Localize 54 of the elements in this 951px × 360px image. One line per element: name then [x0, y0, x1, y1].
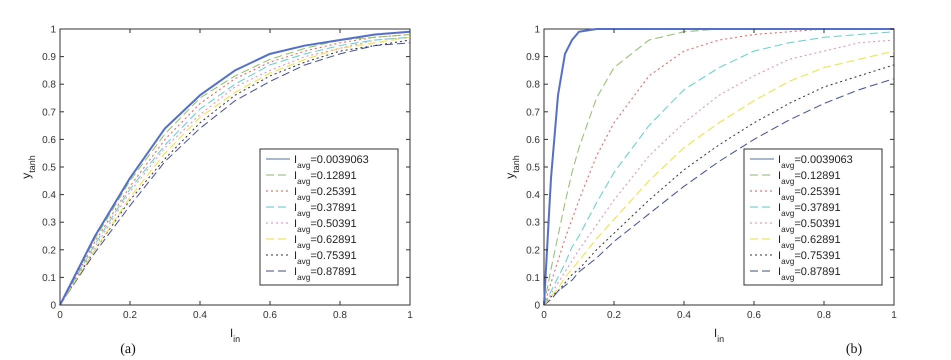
x-tick-label: 0.4: [677, 310, 692, 321]
x-tick-label: 0.2: [607, 310, 622, 321]
x-tick-label: 0.6: [263, 310, 278, 321]
x-tick-label: 0: [541, 310, 548, 321]
y-tick-label: 0: [534, 300, 540, 312]
legend-label: I$_{avg}$=0.75391: [778, 250, 841, 266]
y-tick-label: 1: [50, 24, 56, 36]
x-tick-label: 0.8: [333, 310, 348, 321]
x-tick-label: 0.8: [817, 310, 832, 321]
legend-label: I$_{avg}$=0.25391: [778, 186, 841, 202]
y-tick-label: 0.1: [526, 272, 540, 284]
legend-label: I$_{avg}$=0.62891: [778, 234, 841, 250]
legend-label: I$_{avg}$=0.12891: [294, 170, 357, 186]
legend-label: I$_{avg}$=0.0039063: [778, 154, 853, 170]
y-tick-label: 0: [50, 300, 56, 312]
legend-label: I$_{avg}$=0.12891: [778, 170, 841, 186]
y-tick-label: 0.6: [42, 134, 56, 146]
y-tick-label: 0.2: [42, 245, 56, 256]
legend-label: I$_{avg}$=0.75391: [294, 250, 357, 266]
x-tick-label: 0: [57, 310, 64, 321]
x-tick-label: 0.4: [193, 310, 208, 321]
legend-label: I$_{avg}$=0.25391: [294, 186, 357, 202]
y-tick-label: 0.5: [42, 162, 56, 174]
legend-label: I$_{avg}$=0.50391: [778, 218, 841, 234]
x-tick-label: 1: [891, 310, 898, 321]
y-tick-label: 0.6: [526, 134, 540, 146]
y-tick-label: 0.5: [526, 162, 540, 174]
y-tick-label: 0.8: [526, 80, 540, 91]
x-axis-title: I$_{in}$: [230, 326, 240, 344]
legend-label: I$_{avg}$=0.50391: [294, 218, 357, 234]
y-tick-label: 0.3: [42, 218, 56, 229]
text: (b): [846, 342, 862, 357]
y-tick-label: 0.8: [42, 80, 56, 91]
legend-label: I$_{avg}$=0.87891: [294, 266, 357, 282]
y-tick-label: 0.1: [42, 272, 56, 284]
y-tick-label: 0.7: [526, 107, 540, 118]
y-tick-label: 0.2: [526, 245, 540, 256]
y-tick-label: 0.9: [526, 52, 540, 64]
y-tick-label: 1: [534, 24, 540, 36]
x-tick-label: 0.6: [747, 310, 762, 321]
legend-label: I$_{avg}$=0.62891: [294, 234, 357, 250]
x-axis-title: I$_{in}$: [714, 326, 724, 344]
y-tick-label: 0.7: [42, 107, 56, 118]
legend-label: I$_{avg}$=0.87891: [778, 266, 841, 282]
text: (a): [120, 342, 136, 357]
x-tick-label: 0.2: [123, 310, 138, 321]
legend-label: I$_{avg}$=0.37891: [294, 202, 357, 218]
y-tick-label: 0.9: [42, 52, 56, 64]
y-tick-label: 0.3: [526, 218, 540, 229]
legend-label: I$_{avg}$=0.37891: [778, 202, 841, 218]
y-tick-label: 0.4: [526, 190, 540, 202]
x-tick-label: 1: [407, 310, 414, 321]
legend-label: I$_{avg}$=0.0039063: [294, 154, 369, 170]
y-tick-label: 0.4: [42, 190, 56, 202]
